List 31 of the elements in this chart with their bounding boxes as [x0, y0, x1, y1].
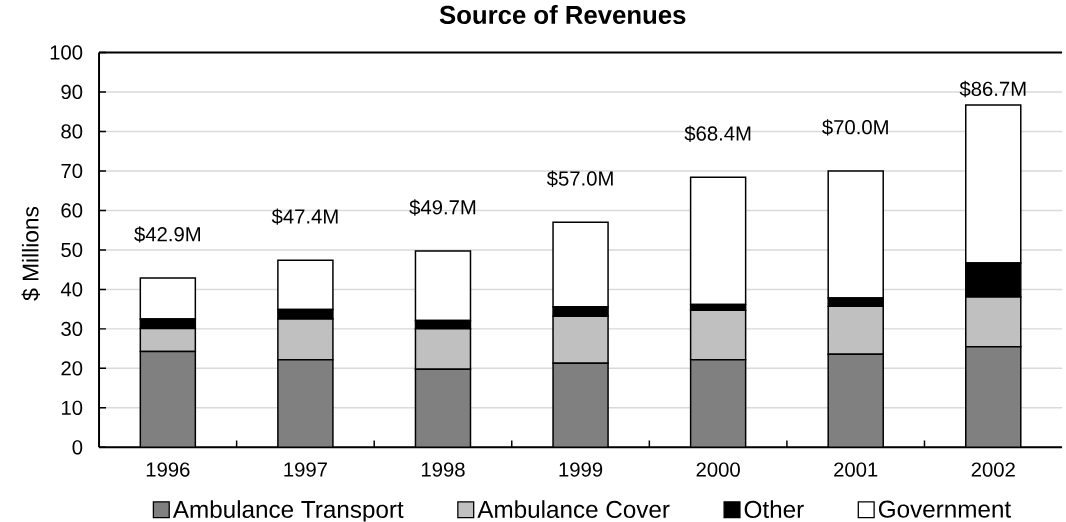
x-tick-label: 2000 [696, 462, 740, 477]
y-axis-title: $ Millions [21, 207, 40, 301]
x-tick-label: 2002 [971, 462, 1015, 477]
legend-label: Other [744, 500, 804, 519]
legend-label: Ambulance Cover [477, 500, 670, 519]
y-tick-label: 60 [61, 203, 83, 218]
x-tick-label: 1997 [284, 462, 327, 477]
total-label: $70.0M [822, 119, 888, 136]
x-tick-label: 1996 [146, 462, 190, 477]
y-tick-label: 70 [61, 163, 83, 179]
x-tick-label: 2001 [834, 462, 878, 477]
legend-label: Government [878, 500, 1011, 518]
y-tick-label: 30 [61, 321, 83, 337]
y-tick-label: 90 [61, 84, 83, 100]
y-tick-label: 80 [61, 124, 83, 139]
y-tick-label: 0 [72, 440, 83, 455]
x-tick-label: 1999 [559, 462, 603, 477]
total-label: $86.7M [959, 81, 1026, 98]
y-tick-label: 40 [60, 282, 83, 297]
total-label: $42.9M [134, 226, 200, 243]
bar [689, 176, 747, 306]
y-tick-label: 20 [61, 361, 83, 376]
chart-title: Source of Revenues [439, 5, 686, 25]
total-label: $68.4M [684, 125, 751, 143]
y-tick-label: 100 [50, 45, 83, 60]
x-tick-label: 1998 [421, 462, 465, 477]
y-tick-label: 10 [61, 400, 83, 416]
total-label: $49.7M [409, 199, 476, 216]
y-tick-label: 50 [61, 242, 83, 258]
total-label: $47.4M [271, 208, 338, 226]
total-label: $57.0M [546, 170, 613, 188]
